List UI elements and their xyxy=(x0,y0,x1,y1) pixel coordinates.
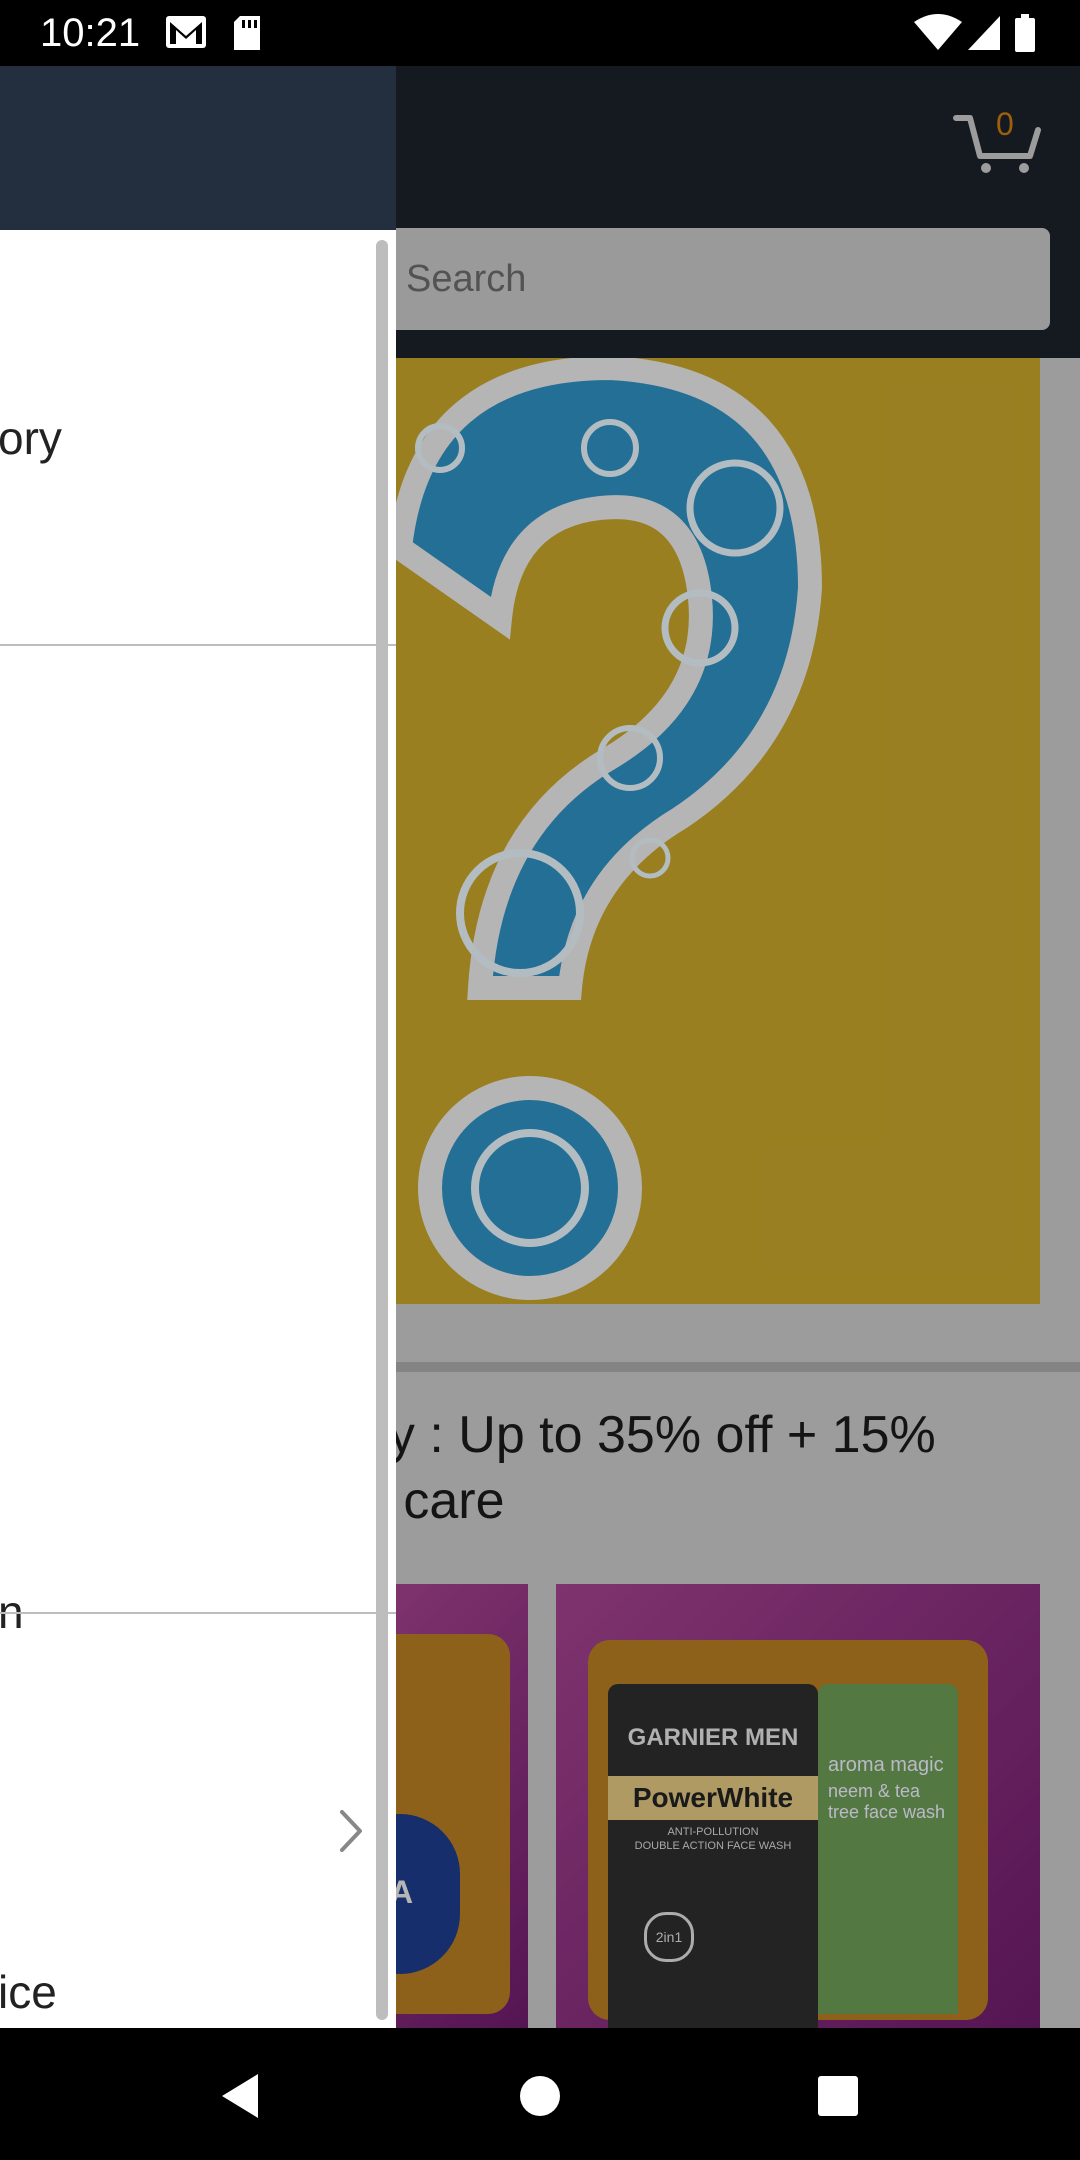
anti-pollution-label: ANTI-POLLUTION xyxy=(667,1826,759,1838)
wifi-icon xyxy=(914,14,962,50)
drawer-separator xyxy=(0,644,396,646)
aroma-magic-brand: aroma magic xyxy=(828,1754,944,1776)
2in1-badge: 2in1 xyxy=(644,1912,694,1962)
search-input[interactable]: Search xyxy=(380,228,1050,330)
navigation-drawer: ory n ice xyxy=(0,66,396,2028)
powerwhite-label: PowerWhite xyxy=(608,1776,818,1820)
aroma-magic-name: neem & tea tree face wash xyxy=(828,1781,946,1822)
drawer-item-service[interactable]: ice xyxy=(0,1966,57,2018)
battery-icon xyxy=(1015,14,1035,52)
status-time: 10:21 xyxy=(40,11,141,55)
recents-icon[interactable] xyxy=(808,2066,868,2126)
cart-button[interactable]: 0 xyxy=(952,106,1042,178)
garnier-tube-image: GARNIER MEN PowerWhite ANTI-POLLUTION DO… xyxy=(608,1684,818,2028)
drawer-item-history[interactable]: ory xyxy=(0,412,62,464)
drawer-scrollbar[interactable] xyxy=(376,240,388,2020)
section-divider xyxy=(380,1362,1080,1372)
aroma-magic-tube-image: aroma magic neem & tea tree face wash xyxy=(818,1684,958,2014)
promo-title[interactable]: ay : Up to 35% off + 15% n care xyxy=(360,1402,1060,1534)
promo-title-line1: ay : Up to 35% off + 15% xyxy=(360,1406,936,1464)
signal-icon xyxy=(968,16,1000,50)
question-mark-gears-illustration xyxy=(387,358,823,1300)
home-icon[interactable] xyxy=(510,2066,570,2126)
cart-icon xyxy=(953,115,1041,173)
garnier-brand: GARNIER MEN xyxy=(627,1724,799,1751)
status-bar: 10:21 xyxy=(0,0,1080,66)
product-card-face-wash[interactable]: GARNIER MEN PowerWhite ANTI-POLLUTION DO… xyxy=(556,1584,1040,2028)
chevron-right-icon[interactable] xyxy=(336,1806,366,1856)
sd-card-icon xyxy=(234,16,260,50)
gmail-icon xyxy=(166,16,206,48)
promo-banner-image[interactable] xyxy=(380,358,1040,1304)
back-icon[interactable] xyxy=(210,2066,270,2126)
drawer-separator xyxy=(0,1612,396,1614)
face-wash-desc: DOUBLE ACTION FACE WASH xyxy=(634,1840,792,1852)
cart-count: 0 xyxy=(996,106,1014,142)
search-placeholder: Search xyxy=(406,258,527,300)
drawer-header xyxy=(0,66,396,230)
system-nav-bar xyxy=(0,2028,1080,2160)
